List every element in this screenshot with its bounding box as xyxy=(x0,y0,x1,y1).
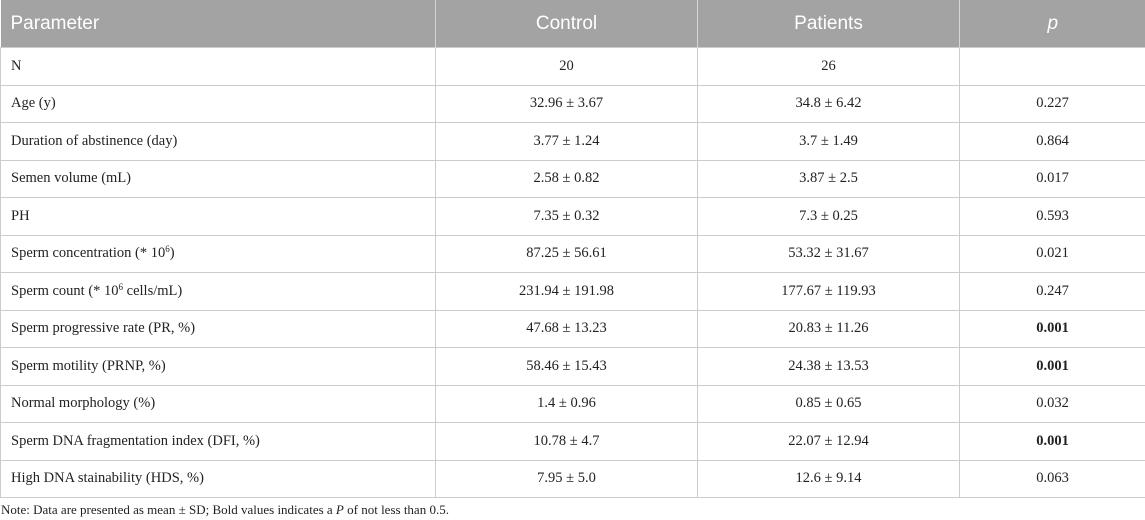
cell-parameter: Sperm progressive rate (PR, %) xyxy=(0,309,436,348)
note-italic: P xyxy=(335,502,344,517)
parameter-label: Sperm progressive rate (PR, %) xyxy=(11,320,196,337)
cell-parameter: Age (y) xyxy=(0,84,436,123)
parameter-label: Sperm motility (PRNP, %) xyxy=(11,357,166,374)
table-note: Note: Data are presented as mean ± SD; B… xyxy=(1,502,449,518)
table-row: Sperm DNA fragmentation index (DFI, %) 10… xyxy=(0,422,1145,461)
cell-control: 2.58 ± 0.82 xyxy=(435,159,698,198)
header-control: Control xyxy=(435,0,698,48)
parameter-label: Sperm DNA fragmentation index (DFI, %) xyxy=(11,432,260,449)
table-row: Sperm progressive rate (PR, %) 47.68 ± 13… xyxy=(0,309,1145,348)
cell-parameter: Semen volume (mL) xyxy=(0,159,436,198)
cell-control: 10.78 ± 4.7 xyxy=(435,422,698,461)
cell-patients: 20.83 ± 11.26 xyxy=(697,309,960,348)
cell-p-value: 0.247 xyxy=(959,272,1145,311)
cell-control: 1.4 ± 0.96 xyxy=(435,384,698,423)
table-body: N 20 26 Age (y) 32.96 ± 3.67 34.8 ± 6.42 0.227… xyxy=(0,47,1145,498)
cell-patients: 34.8 ± 6.42 xyxy=(697,84,960,123)
cell-patients: 7.3 ± 0.25 xyxy=(697,197,960,236)
cell-p-value: 0.227 xyxy=(959,84,1145,123)
cell-patients: 53.32 ± 31.67 xyxy=(697,234,960,273)
cell-p-value: 0.864 xyxy=(959,122,1145,161)
cell-control: 7.95 ± 5.0 xyxy=(435,459,698,498)
header-p-value: p xyxy=(959,0,1145,48)
cell-p-value: 0.593 xyxy=(959,197,1145,236)
cell-p-value: 0.001 xyxy=(959,309,1145,348)
parameter-label: Age (y) xyxy=(11,95,56,112)
cell-p-value: 0.001 xyxy=(959,422,1145,461)
parameter-suffix: ) xyxy=(169,245,175,262)
cell-control: 32.96 ± 3.67 xyxy=(435,84,698,123)
header-patients: Patients xyxy=(697,0,960,48)
cell-patients: 24.38 ± 13.53 xyxy=(697,347,960,386)
cell-control: 7.35 ± 0.32 xyxy=(435,197,698,236)
cell-control: 3.77 ± 1.24 xyxy=(435,122,698,161)
parameter-label: Duration of abstinence (day) xyxy=(11,132,178,149)
header-parameter: Parameter xyxy=(0,0,436,48)
parameter-label: High DNA stainability (HDS, %) xyxy=(11,470,204,487)
note-prefix: Note: Data are presented as mean ± SD; B… xyxy=(1,502,336,517)
table-row: Duration of abstinence (day) 3.77 ± 1.24 3… xyxy=(0,122,1145,161)
parameter-label: Sperm count (* 10 xyxy=(11,282,119,299)
cell-parameter: High DNA stainability (HDS, %) xyxy=(0,459,436,498)
cell-parameter: Sperm concentration (* 106) xyxy=(0,234,436,273)
header-row: Parameter Control Patients p xyxy=(0,0,1145,48)
table-row: Sperm concentration (* 106) 87.25 ± 56.61… xyxy=(0,234,1145,273)
data-table: Parameter Control Patients p N 20 26 Age (y… xyxy=(0,0,1145,498)
cell-control: 58.46 ± 15.43 xyxy=(435,347,698,386)
parameter-label: Normal morphology (%) xyxy=(11,395,156,412)
table-header: Parameter Control Patients p xyxy=(0,0,1145,48)
cell-parameter: Sperm motility (PRNP, %) xyxy=(0,347,436,386)
cell-control: 47.68 ± 13.23 xyxy=(435,309,698,348)
cell-patients: 12.6 ± 9.14 xyxy=(697,459,960,498)
cell-patients: 177.67 ± 119.93 xyxy=(697,272,960,311)
cell-p-value: 0.063 xyxy=(959,459,1145,498)
parameter-superscript: 6 xyxy=(118,281,124,292)
cell-parameter: PH xyxy=(0,197,436,236)
table-row: Sperm motility (PRNP, %) 58.46 ± 15.43 24.… xyxy=(0,347,1145,386)
cell-patients: 3.87 ± 2.5 xyxy=(697,159,960,198)
parameter-label: Sperm concentration (* 10 xyxy=(11,245,166,262)
table-row: Normal morphology (%) 1.4 ± 0.96 0.85 ± 0.… xyxy=(0,384,1145,423)
cell-p-value xyxy=(959,47,1145,86)
parameter-superscript: 6 xyxy=(165,244,170,255)
parameter-label: Semen volume (mL) xyxy=(11,170,132,187)
table-row: PH 7.35 ± 0.32 7.3 ± 0.25 0.593 xyxy=(0,197,1145,236)
cell-p-value: 0.021 xyxy=(959,234,1145,273)
cell-parameter: Sperm DNA fragmentation index (DFI, %) xyxy=(0,422,436,461)
parameter-label: N xyxy=(11,57,22,74)
cell-parameter: Normal morphology (%) xyxy=(0,384,436,423)
table-row: N 20 26 xyxy=(0,47,1145,86)
parameter-suffix: cells/mL) xyxy=(123,282,183,299)
cell-p-value: 0.001 xyxy=(959,347,1145,386)
cell-patients: 3.7 ± 1.49 xyxy=(697,122,960,161)
cell-patients: 26 xyxy=(697,47,960,86)
table-row: Age (y) 32.96 ± 3.67 34.8 ± 6.42 0.227 xyxy=(0,84,1145,123)
cell-patients: 0.85 ± 0.65 xyxy=(697,384,960,423)
note-suffix: of not less than 0.5. xyxy=(343,502,449,517)
table-row: High DNA stainability (HDS, %) 7.95 ± 5.0… xyxy=(0,459,1145,498)
parameter-label: PH xyxy=(11,207,30,224)
table-row: Semen volume (mL) 2.58 ± 0.82 3.87 ± 2.5 0.… xyxy=(0,159,1145,198)
cell-control: 231.94 ± 191.98 xyxy=(435,272,698,311)
cell-parameter: N xyxy=(0,47,436,86)
cell-parameter: Duration of abstinence (day) xyxy=(0,122,436,161)
table-row: Sperm count (* 106 cells/mL) 231.94 ± 191… xyxy=(0,272,1145,311)
cell-p-value: 0.032 xyxy=(959,384,1145,423)
cell-parameter: Sperm count (* 106 cells/mL) xyxy=(0,272,436,311)
cell-patients: 22.07 ± 12.94 xyxy=(697,422,960,461)
cell-control: 20 xyxy=(435,47,698,86)
cell-control: 87.25 ± 56.61 xyxy=(435,234,698,273)
cell-p-value: 0.017 xyxy=(959,159,1145,198)
